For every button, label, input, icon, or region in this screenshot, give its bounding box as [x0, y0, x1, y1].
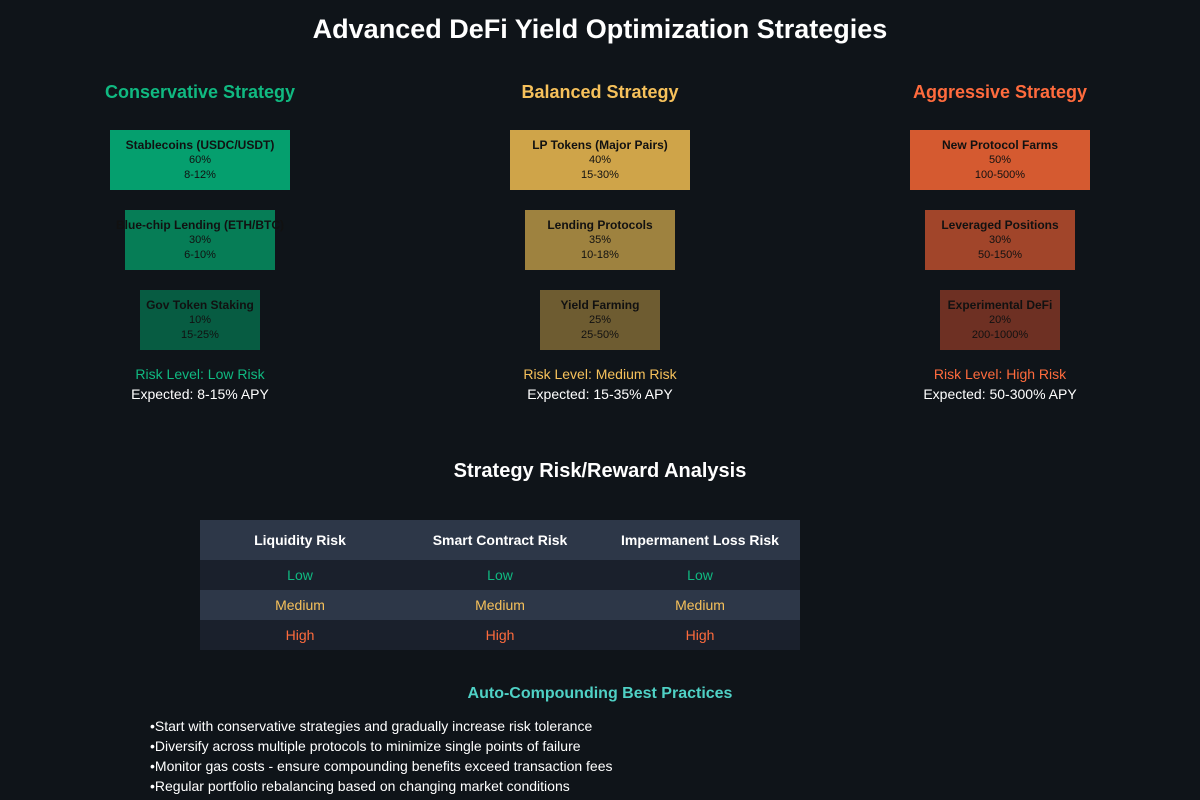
risk-level: Risk Level: Low Risk — [135, 366, 265, 382]
allocation-apy: 15-30% — [581, 169, 619, 181]
allocation-apy: 8-12% — [184, 169, 216, 181]
list-item: Monitor gas costs - ensure compounding b… — [150, 756, 1050, 776]
allocation-apy: 100-500% — [974, 169, 1026, 181]
allocation-apy: 15-25% — [181, 329, 219, 341]
allocation-name: Blue-chip Lending (ETH/BTC) — [116, 218, 284, 232]
allocation-name: Leveraged Positions — [941, 218, 1059, 232]
page-title: Advanced DeFi Yield Optimization Strateg… — [312, 14, 888, 44]
allocation-box: Lending Protocols 35% 10-18% — [525, 210, 675, 270]
allocation-box: Blue-chip Lending (ETH/BTC) 30% 6-10% — [116, 210, 284, 270]
table-row: High High High — [200, 620, 800, 650]
strategy-title: Aggressive Strategy — [912, 82, 1088, 102]
table-cell: Low — [600, 560, 800, 590]
allocation-name: Experimental DeFi — [947, 298, 1053, 312]
table-row: Medium Medium Medium — [200, 590, 800, 620]
allocation-name: Yield Farming — [560, 298, 640, 312]
allocation-box: Experimental DeFi 20% 200-1000% — [940, 290, 1060, 350]
column-header: Impermanent Loss Risk — [600, 520, 800, 560]
allocation-apy: 10-18% — [581, 249, 619, 261]
allocation-apy: 6-10% — [184, 249, 216, 261]
best-practices-list: Start with conservative strategies and g… — [150, 716, 1050, 796]
allocation-name: Gov Token Staking — [146, 298, 254, 312]
list-item: Start with conservative strategies and g… — [150, 716, 1050, 736]
strategy-conservative: Conservative Strategy Stablecoins (USDC/… — [0, 0, 400, 420]
allocation-name: Lending Protocols — [547, 218, 653, 232]
list-item: Diversify across multiple protocols to m… — [150, 736, 1050, 756]
allocation-box: Yield Farming 25% 25-50% — [540, 290, 660, 350]
allocation-box: New Protocol Farms 50% 100-500% — [910, 130, 1090, 190]
table-cell: Low — [200, 560, 400, 590]
allocation-apy: 200-1000% — [971, 329, 1029, 341]
table-cell: Low — [400, 560, 600, 590]
allocation-name: New Protocol Farms — [941, 138, 1059, 152]
strategy-balanced: Balanced Strategy LP Tokens (Major Pairs… — [400, 0, 800, 420]
allocation-percent: 25% — [588, 314, 612, 326]
expected-apy: Expected: 50-300% APY — [923, 386, 1077, 402]
table-row: Low Low Low — [200, 560, 800, 590]
allocation-percent: 30% — [188, 234, 212, 246]
allocation-box: LP Tokens (Major Pairs) 40% 15-30% — [510, 130, 690, 190]
allocation-percent: 20% — [988, 314, 1012, 326]
strategy-aggressive: Aggressive Strategy New Protocol Farms 5… — [800, 0, 1200, 420]
table-cell: High — [600, 620, 800, 650]
allocation-percent: 35% — [588, 234, 612, 246]
risk-level: Risk Level: Medium Risk — [523, 366, 677, 382]
allocation-box: Gov Token Staking 10% 15-25% — [140, 290, 260, 350]
table-cell: High — [200, 620, 400, 650]
allocation-name: LP Tokens (Major Pairs) — [532, 138, 668, 152]
table-cell: Medium — [200, 590, 400, 620]
allocation-apy: 50-150% — [977, 249, 1023, 261]
list-item: Regular portfolio rebalancing based on c… — [150, 776, 1050, 796]
analysis-title: Strategy Risk/Reward Analysis — [453, 460, 747, 482]
allocation-apy: 25-50% — [581, 329, 619, 341]
strategy-title: Conservative Strategy — [104, 82, 296, 102]
risk-level: Risk Level: High Risk — [933, 366, 1067, 382]
allocation-percent: 30% — [988, 234, 1012, 246]
table-cell: Medium — [600, 590, 800, 620]
column-header: Liquidity Risk — [200, 520, 400, 560]
table-cell: High — [400, 620, 600, 650]
allocation-percent: 50% — [988, 154, 1012, 166]
strategy-title: Balanced Strategy — [521, 82, 679, 102]
allocation-box: Stablecoins (USDC/USDT) 60% 8-12% — [110, 130, 290, 190]
expected-apy: Expected: 15-35% APY — [527, 386, 673, 402]
allocation-box: Leveraged Positions 30% 50-150% — [925, 210, 1075, 270]
allocation-name: Stablecoins (USDC/USDT) — [125, 138, 275, 152]
allocation-percent: 40% — [588, 154, 612, 166]
table-header-row: Liquidity Risk Smart Contract Risk Imper… — [200, 520, 800, 560]
table-cell: Medium — [400, 590, 600, 620]
expected-apy: Expected: 8-15% APY — [131, 386, 269, 402]
allocation-percent: 60% — [188, 154, 212, 166]
risk-table: Liquidity Risk Smart Contract Risk Imper… — [200, 520, 800, 650]
allocation-percent: 10% — [188, 314, 212, 326]
column-header: Smart Contract Risk — [400, 520, 600, 560]
best-practices-title: Auto-Compounding Best Practices — [467, 685, 733, 702]
